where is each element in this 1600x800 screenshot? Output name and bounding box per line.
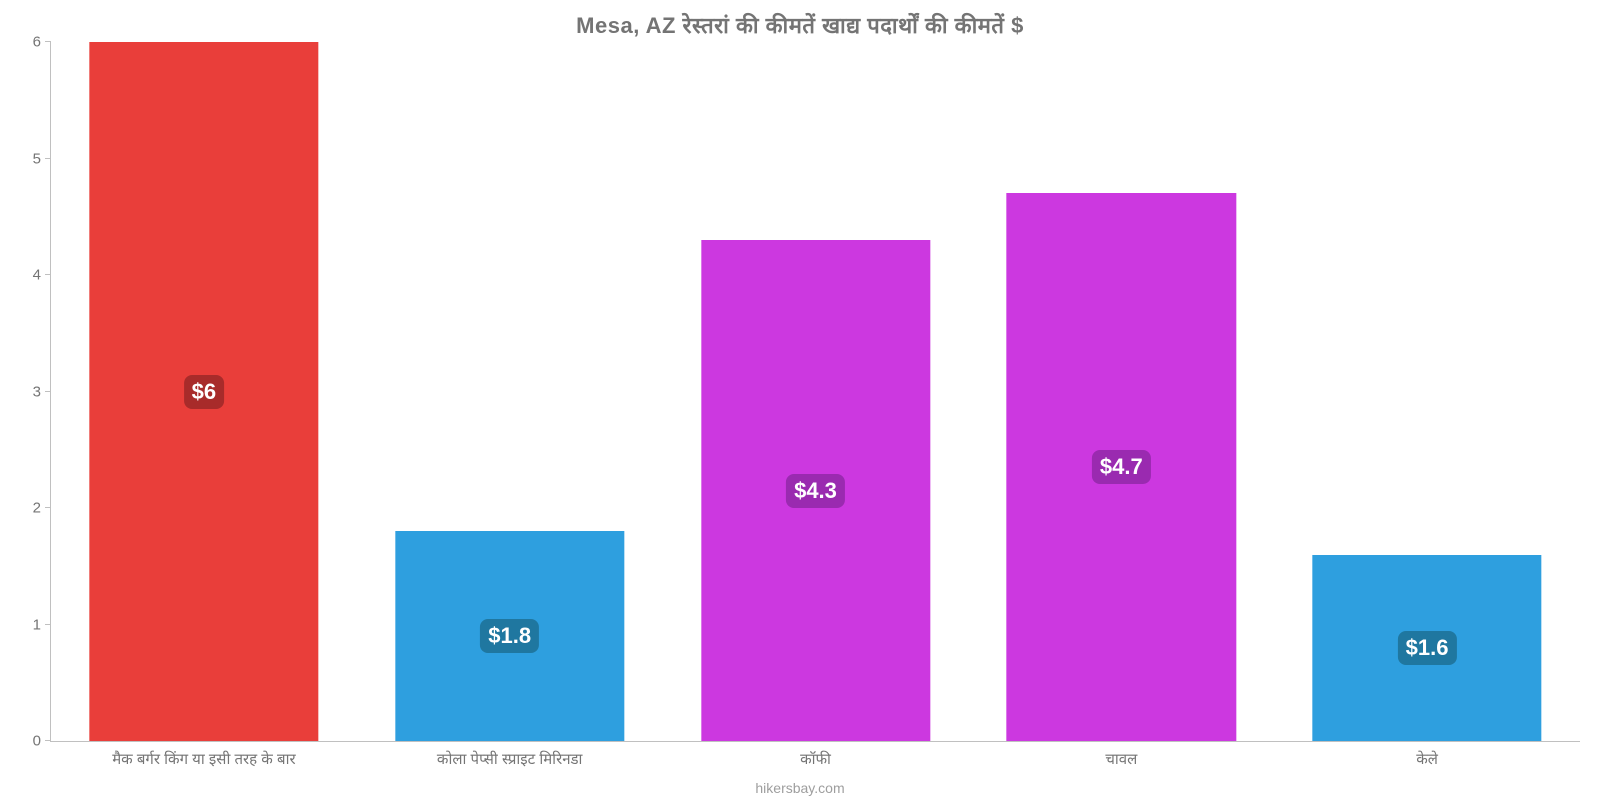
bar-value-label: $1.6 [1398,631,1457,665]
y-tick-mark [45,740,51,741]
x-tick-label: कोला पेप्सी स्प्राइट मिरिनडा [437,741,583,769]
y-tick-label: 1 [33,616,51,633]
y-tick-label: 0 [33,733,51,750]
y-tick-label: 6 [33,34,51,51]
attribution-text: hikersbay.com [0,780,1600,796]
plot-area: 0123456$6मैक बर्गर किंग या इसी तरह के बा… [50,42,1580,742]
y-tick-mark [45,391,51,392]
bar-value-label: $4.3 [786,474,845,508]
y-tick-mark [45,158,51,159]
x-tick-label: चावल [1105,741,1137,769]
x-tick-label: केले [1416,741,1438,769]
y-tick-mark [45,41,51,42]
y-tick-label: 3 [33,383,51,400]
chart-title: Mesa, AZ रेस्तरां की कीमतें खाद्य पदार्थ… [0,10,1600,40]
bar-value-label: $6 [184,375,224,409]
y-tick-label: 4 [33,267,51,284]
bar-value-label: $1.8 [480,619,539,653]
y-tick-mark [45,274,51,275]
x-tick-label: कॉफी [800,741,831,769]
y-tick-label: 2 [33,500,51,517]
y-tick-label: 5 [33,150,51,167]
bar: $1.6 [1312,555,1541,741]
y-tick-mark [45,624,51,625]
y-tick-mark [45,507,51,508]
bar: $1.8 [395,531,624,741]
bar-value-label: $4.7 [1092,450,1151,484]
bar: $6 [89,42,318,741]
bar: $4.7 [1007,193,1236,741]
x-tick-label: मैक बर्गर किंग या इसी तरह के बार [112,741,295,769]
bar: $4.3 [701,240,930,741]
